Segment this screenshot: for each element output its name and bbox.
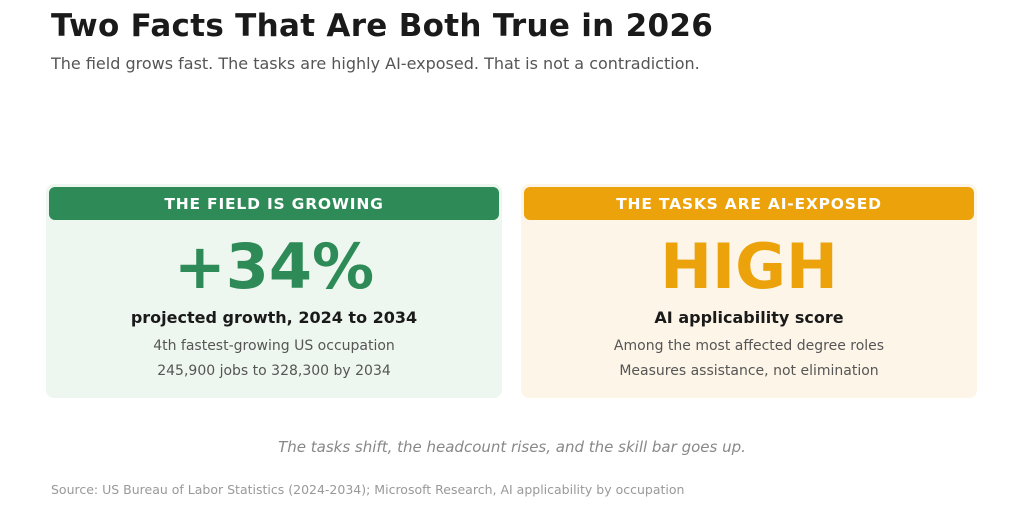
growth-card: THE FIELD IS GROWING +34% projected grow… <box>46 184 502 398</box>
page-title: Two Facts That Are Both True in 2026 <box>51 8 714 44</box>
growth-label: projected growth, 2024 to 2034 <box>130 308 418 327</box>
ai-exposure-card-header: THE TASKS ARE AI-EXPOSED <box>524 187 974 220</box>
growth-detail-jobs: 245,900 jobs to 328,300 by 2034 <box>157 363 391 379</box>
tagline: The tasks shift, the headcount rises, an… <box>278 438 746 456</box>
growth-detail-rank: 4th fastest-growing US occupation <box>153 338 395 354</box>
ai-exposure-detail-affected: Among the most affected degree roles <box>613 338 885 354</box>
growth-card-header: THE FIELD IS GROWING <box>49 187 499 220</box>
source-note: Source: US Bureau of Labor Statistics (2… <box>51 482 685 497</box>
ai-exposure-card: THE TASKS ARE AI-EXPOSED HIGH AI applica… <box>521 184 977 398</box>
ai-exposure-detail-measure: Measures assistance, not elimination <box>619 363 879 379</box>
ai-exposure-value: HIGH <box>660 230 838 303</box>
ai-exposure-label: AI applicability score <box>654 308 844 327</box>
growth-value: +34% <box>173 230 375 303</box>
page-subtitle: The field grows fast. The tasks are high… <box>51 54 700 73</box>
